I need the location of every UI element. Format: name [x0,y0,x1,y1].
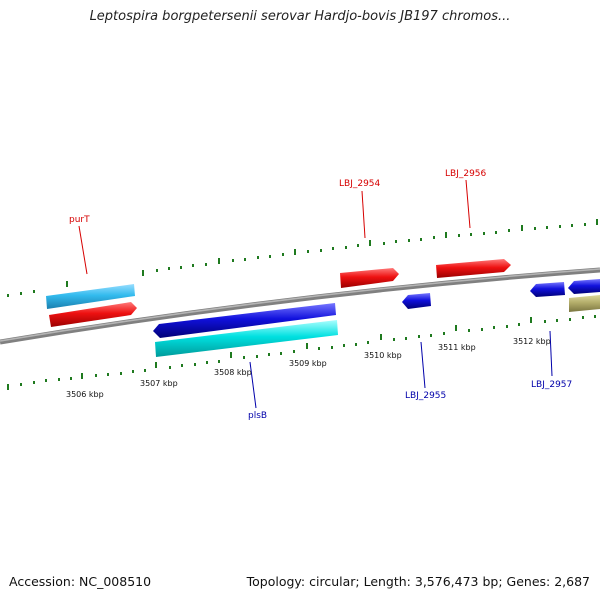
kbp-label-3512: 3512 kbp [513,337,551,346]
map-title: Leptospira borgpetersenii serovar Hardjo… [89,9,511,24]
gene-label-purT[interactable]: purT [69,215,90,225]
gene-plsB-arrow[interactable] [153,303,336,338]
inner-tick-row [7,315,596,390]
gene-next-arrow[interactable] [568,279,600,294]
topology-text: Topology: circular; Length: 3,576,473 bp… [246,574,590,589]
gene-label-LBJ_2956[interactable]: LBJ_2956 [445,169,487,179]
gene-LBJ_2954-arrow[interactable] [340,268,399,288]
kbp-label-3510: 3510 kbp [364,351,402,360]
gene-label-LBJ_2954[interactable]: LBJ_2954 [339,179,381,189]
kbp-label-3509: 3509 kbp [289,359,327,368]
accession-text: Accession: NC_008510 [9,574,152,589]
kbp-label-3507: 3507 kbp [140,379,178,388]
LBJ_2957-leader [549,330,553,377]
gene-label-LBJ_2957[interactable]: LBJ_2957 [531,380,572,390]
genome-backbone [0,267,600,345]
gene-LBJ_2955-arrow[interactable] [402,293,431,309]
gene-label-LBJ_2955[interactable]: LBJ_2955 [405,391,446,401]
outer-tick-row [7,219,598,297]
gene-purT-arrow[interactable] [49,302,137,327]
LBJ_2955-leader [420,341,426,389]
kbp-label-3508: 3508 kbp [214,368,252,377]
LBJ_2954-leader [361,190,366,239]
gene-LBJ_2957-arrow[interactable] [530,282,565,297]
kbp-label-3511: 3511 kbp [438,343,476,352]
olive-feature[interactable] [569,295,600,312]
gene-plsB-cyan-feature[interactable] [155,320,338,357]
gene-label-plsB[interactable]: plsB [248,411,267,421]
LBJ_2956-leader [465,179,471,229]
kbp-label-3506: 3506 kbp [66,390,104,399]
purT-leader [78,225,88,275]
plsB-leader [249,361,257,409]
gene-LBJ_2956-arrow[interactable] [436,259,511,278]
gene-purT-light-blue-feature[interactable] [46,284,135,309]
